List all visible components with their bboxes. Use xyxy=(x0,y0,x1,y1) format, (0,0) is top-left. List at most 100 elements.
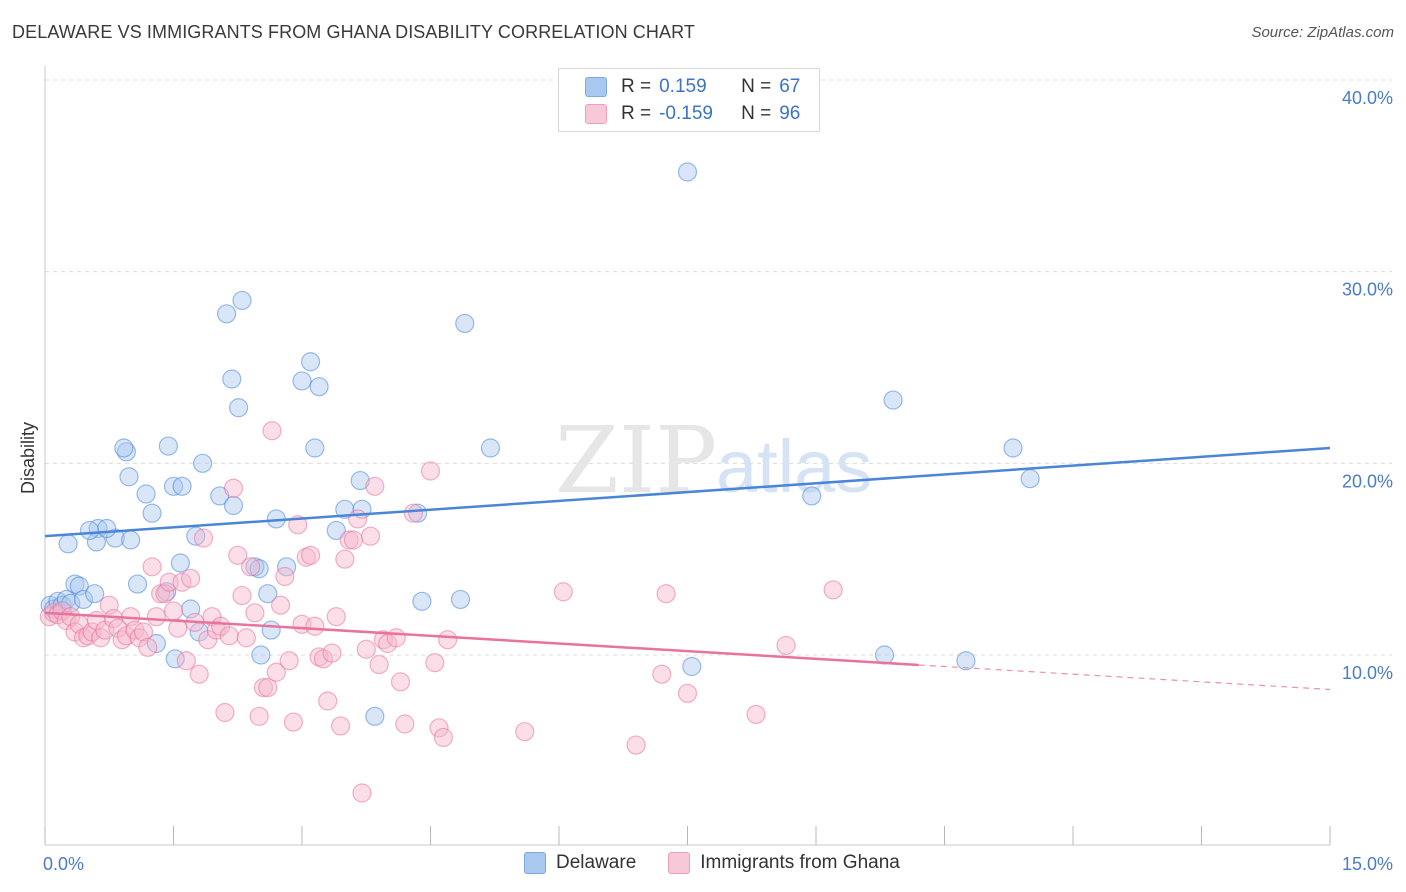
ghana-point xyxy=(626,735,646,755)
legend-n-value: 67 xyxy=(779,76,801,97)
legend-row-ghana: R = -0.159 N = 96 xyxy=(585,102,800,126)
ghana-point xyxy=(138,637,158,657)
delaware-point xyxy=(883,390,903,410)
series-label-delaware: Delaware xyxy=(556,852,637,873)
ghana-point xyxy=(228,545,248,565)
ghana-point xyxy=(356,639,376,659)
delaware-point xyxy=(305,438,325,458)
delaware-point xyxy=(217,304,237,324)
delaware-point xyxy=(480,438,501,458)
delaware-point xyxy=(58,534,78,554)
ghana-point xyxy=(176,651,196,671)
ghana-point xyxy=(429,718,449,738)
ghana-point xyxy=(403,503,423,523)
ghana-point xyxy=(438,630,458,650)
delaware-point xyxy=(258,584,278,604)
y-tick-label: 20.0% xyxy=(1342,471,1393,491)
ghana-point xyxy=(322,643,342,663)
ghana-point xyxy=(262,421,282,441)
ghana-point xyxy=(352,783,372,803)
delaware-point xyxy=(350,470,370,491)
ghana-trend-line xyxy=(44,611,919,667)
delaware-point xyxy=(223,495,244,516)
source-label: Source: ZipAtlas.com xyxy=(1251,24,1394,41)
ghana-point xyxy=(168,618,188,638)
ghana-point xyxy=(270,595,291,615)
ghana-point xyxy=(258,677,278,698)
ghana-point xyxy=(343,530,363,550)
delaware-point xyxy=(450,589,471,610)
delaware-point xyxy=(261,620,281,640)
ghana-point xyxy=(776,635,796,656)
ghana-point xyxy=(275,566,295,587)
legend-n-label: N = xyxy=(741,76,772,97)
chart-title: DELAWARE VS IMMIGRANTS FROM GHANA DISABI… xyxy=(12,22,695,42)
ghana-point xyxy=(369,654,389,675)
delaware-point xyxy=(170,553,190,573)
delaware-point xyxy=(186,526,206,546)
ghana-point xyxy=(181,568,201,588)
ghana-point xyxy=(677,683,698,703)
legend-r-value: 0.159 xyxy=(659,76,707,97)
ghana-point xyxy=(142,557,162,577)
ghana-point xyxy=(236,628,256,648)
ghana-point xyxy=(348,509,368,529)
correlation-legend: R = 0.159 N = 67 R = -0.159 N = 96 xyxy=(558,68,820,132)
delaware-point xyxy=(79,520,100,541)
y-tick-label: 30.0% xyxy=(1342,280,1393,300)
ghana-point xyxy=(305,616,325,636)
delaware-trend-line xyxy=(44,446,1331,538)
delaware-point xyxy=(326,520,346,541)
y-tick-label: 10.0% xyxy=(1342,663,1393,683)
series-swatch-ghana xyxy=(668,852,691,874)
ghana-point xyxy=(189,664,209,684)
delaware-point xyxy=(73,589,94,610)
delaware-point xyxy=(193,453,213,473)
legend-r-label: R = xyxy=(621,76,652,97)
legend-swatch-delaware xyxy=(585,77,607,97)
series-label-ghana: Immigrants from Ghana xyxy=(700,852,900,873)
ghana-point xyxy=(553,582,573,602)
axes xyxy=(44,66,1331,846)
y-tick-label: 40.0% xyxy=(1342,88,1393,108)
ghana-point xyxy=(146,607,166,627)
delaware-point xyxy=(1020,469,1040,489)
ghana-point xyxy=(386,628,406,648)
ghana-point xyxy=(283,712,304,732)
delaware-point xyxy=(677,162,698,182)
legend-r-label: R = xyxy=(621,103,652,124)
delaware-point xyxy=(222,369,242,389)
delaware-point xyxy=(172,476,192,496)
ghana-point xyxy=(215,702,235,723)
delaware-point xyxy=(97,518,117,539)
delaware-point xyxy=(127,574,148,594)
ghana-point xyxy=(245,603,265,623)
ghana-trend-line-extension xyxy=(918,664,1331,691)
delaware-point xyxy=(365,706,385,726)
delaware-point xyxy=(802,486,822,506)
legend-r-value: -0.159 xyxy=(659,103,713,124)
x-tick-labels: 0.0% 15.0% xyxy=(43,854,1393,874)
ghana-point xyxy=(746,704,766,725)
delaware-point xyxy=(114,438,134,458)
ghana-point xyxy=(390,672,411,692)
watermark: ZIP atlas xyxy=(555,407,872,514)
watermark-zip: ZIP xyxy=(555,407,717,514)
ghana-point xyxy=(515,722,535,742)
ghana-point xyxy=(656,584,676,604)
ghana-point xyxy=(266,662,286,682)
delaware-point xyxy=(455,313,475,334)
ghana-point xyxy=(433,727,453,748)
series-legend-delaware: Delaware xyxy=(524,852,636,874)
delaware-points xyxy=(40,162,1040,726)
ghana-point xyxy=(425,653,445,673)
ghana-point xyxy=(326,607,346,627)
ghana-point xyxy=(335,549,355,569)
delaware-point xyxy=(408,503,428,523)
legend-n-label: N = xyxy=(741,103,772,124)
delaware-point xyxy=(412,591,432,611)
ghana-point xyxy=(133,622,154,642)
ghana-point xyxy=(241,557,261,577)
delaware-point xyxy=(85,584,105,604)
